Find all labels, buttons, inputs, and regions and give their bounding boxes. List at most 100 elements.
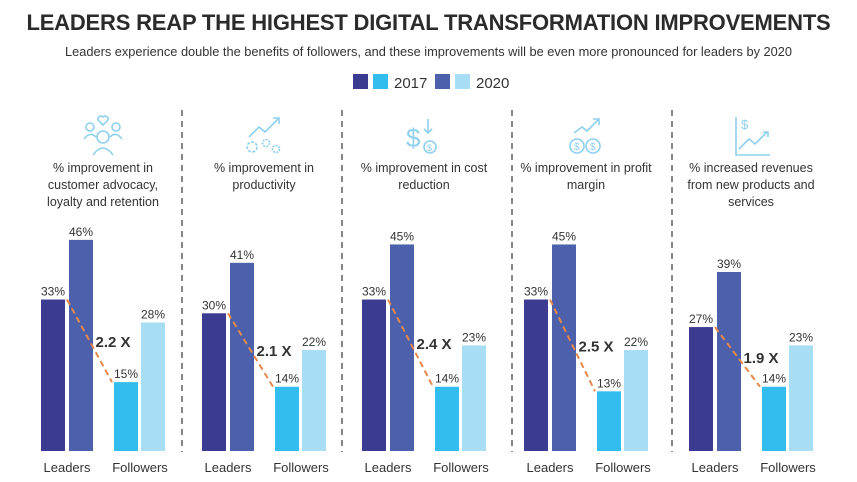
bar-leaders-2017	[41, 299, 65, 451]
legend-label: 2017	[394, 75, 427, 92]
data-label: 33%	[41, 285, 65, 299]
legend: 2017 2020	[353, 74, 509, 92]
data-label: 33%	[524, 285, 548, 299]
panel-label-line: services	[728, 195, 774, 209]
category-label: Followers	[112, 460, 168, 475]
ratio-line	[227, 312, 274, 388]
data-label: 14%	[275, 372, 299, 386]
legend-swatch	[435, 74, 450, 89]
bar-followers-2020	[141, 322, 165, 451]
bar-leaders-2020	[552, 244, 576, 451]
panel-label-line: from new products and	[687, 178, 814, 192]
panel-label-line: margin	[567, 178, 605, 192]
ratio-label: 2.1 X	[256, 343, 291, 360]
data-label: 23%	[462, 330, 486, 344]
panel-label: % improvement in profit margin	[520, 161, 652, 192]
ratio-label: 2.5 X	[578, 338, 613, 355]
panel-label-line: % improvement in profit	[520, 161, 652, 175]
category-label: Followers	[595, 460, 651, 475]
bar-leaders-2020	[69, 239, 93, 451]
revenue-chart-icon: $	[735, 117, 770, 156]
panel-label-line: % improvement in	[53, 161, 153, 175]
category-label: Leaders	[365, 460, 412, 475]
bar-followers-2020	[462, 345, 486, 451]
bar-leaders-2017	[689, 327, 713, 451]
panel-4: $ $% improvement in profit margin33%45%13%…	[520, 118, 652, 475]
legend-label: 2020	[476, 75, 509, 92]
panel-label-line: % improvement in	[214, 161, 314, 175]
svg-text:$: $	[574, 142, 580, 153]
category-label: Followers	[273, 460, 329, 475]
data-label: 46%	[69, 225, 93, 239]
people-heart-icon	[83, 115, 123, 156]
bar-leaders-2020	[230, 262, 254, 451]
panel-3: $ $% improvement in cost reduction33%45%14…	[361, 119, 489, 475]
panel-label: % increased revenues from new products an…	[687, 161, 814, 209]
data-label: 41%	[230, 248, 254, 262]
bar-leaders-2020	[717, 271, 741, 451]
category-label: Followers	[433, 460, 489, 475]
bar-leaders-2020	[390, 244, 414, 451]
legend-swatch	[353, 74, 368, 89]
category-label: Leaders	[692, 460, 739, 475]
ratio-line	[66, 299, 113, 383]
data-label: 45%	[390, 229, 414, 243]
data-label: 14%	[435, 372, 459, 386]
svg-text:$: $	[590, 142, 596, 153]
data-label: 22%	[624, 335, 648, 349]
panel-label-line: loyalty and retention	[47, 195, 159, 209]
dollar-down-icon: $ $	[406, 119, 437, 154]
coins-trend-icon: $ $	[569, 118, 601, 154]
panel-label-line: productivity	[232, 178, 296, 192]
panel-label-line: reduction	[398, 178, 449, 192]
gears-trend-icon	[246, 117, 281, 154]
category-label: Leaders	[205, 460, 252, 475]
panel-label-line: % increased revenues	[689, 161, 813, 175]
bar-followers-2020	[624, 350, 648, 451]
ratio-line	[549, 299, 596, 392]
bar-followers-2017	[275, 386, 299, 451]
bar-followers-2017	[114, 382, 138, 451]
data-label: 39%	[717, 257, 741, 271]
bar-followers-2017	[597, 391, 621, 451]
bar-leaders-2017	[524, 299, 548, 451]
legend-swatch	[455, 74, 470, 89]
category-label: Leaders	[44, 460, 91, 475]
bar-leaders-2017	[202, 313, 226, 451]
bar-leaders-2017	[362, 299, 386, 451]
data-label: 33%	[362, 285, 386, 299]
panel-label: % improvement in customer advocacy, loyalt…	[47, 161, 159, 209]
panel-label: % improvement in cost reduction	[361, 161, 488, 192]
legend-swatch	[373, 74, 388, 89]
data-label: 28%	[141, 307, 165, 321]
svg-text:$: $	[427, 143, 432, 153]
data-label: 23%	[789, 330, 813, 344]
data-label: 14%	[762, 372, 786, 386]
ratio-line	[387, 299, 434, 388]
data-label: 27%	[689, 312, 713, 326]
svg-text:$: $	[741, 117, 749, 132]
panel-label: % improvement in productivity	[214, 161, 314, 192]
ratio-line	[714, 326, 761, 388]
data-label: 15%	[114, 367, 138, 381]
panel-1: % improvement in customer advocacy, loyalt…	[41, 115, 168, 475]
bar-followers-2017	[762, 386, 786, 451]
panel-label-line: % improvement in cost	[361, 161, 488, 175]
bar-followers-2020	[789, 345, 813, 451]
ratio-label: 2.2 X	[95, 334, 130, 351]
svg-text:$: $	[406, 123, 421, 153]
chart-subtitle: Leaders experience double the benefits o…	[64, 44, 793, 59]
chart-title: LEADERS REAP THE HIGHEST DIGITAL TRANSFO…	[26, 10, 831, 35]
bar-followers-2020	[302, 350, 326, 451]
data-label: 22%	[302, 335, 326, 349]
panel-label-line: customer advocacy,	[48, 178, 158, 192]
data-label: 45%	[552, 229, 576, 243]
ratio-label: 1.9 X	[743, 350, 778, 367]
ratio-label: 2.4 X	[416, 336, 451, 353]
data-label: 30%	[202, 298, 226, 312]
category-label: Leaders	[527, 460, 574, 475]
panel-5: $ % increased revenues from new products a…	[687, 117, 816, 475]
category-label: Followers	[760, 460, 816, 475]
data-label: 13%	[597, 376, 621, 390]
panel-2: % improvement in productivity 30% 41% 14% 22%…	[202, 117, 329, 475]
